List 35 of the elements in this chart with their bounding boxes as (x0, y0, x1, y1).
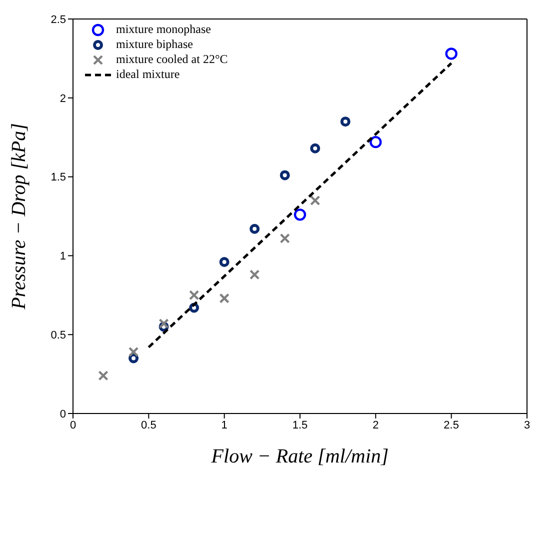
x-tick-label: 1 (221, 419, 228, 432)
point (219, 257, 230, 268)
point (98, 370, 108, 381)
y-tick-label: 2.5 (50, 14, 66, 26)
legend-label: ideal mixture (116, 67, 180, 82)
point (294, 208, 306, 221)
legend-label: mixture monophase (116, 22, 211, 37)
x-tick-label: 0 (70, 419, 76, 432)
point (445, 48, 458, 60)
point (250, 224, 260, 234)
y-tick-label: 1.5 (50, 172, 66, 184)
x-tick-label: 1.5 (292, 419, 308, 432)
legend-label: mixture biphase (116, 37, 193, 52)
point (128, 346, 139, 358)
point (280, 233, 290, 244)
y-tick-label: 0 (60, 408, 66, 420)
y-axis-title: Pressure − Drop [kPa] (8, 123, 30, 310)
point (219, 293, 230, 304)
point (250, 270, 260, 280)
point (188, 290, 200, 300)
x-tick-label: 0.5 (141, 419, 156, 432)
point (310, 143, 320, 154)
y-tick-label: 1 (60, 250, 66, 263)
y-tick-label: 0.5 (50, 330, 66, 342)
x-axis-title: Flow − Rate [ml/min] (210, 446, 389, 468)
legend-label: mixture cooled at 22°C (116, 52, 228, 67)
point (280, 170, 290, 180)
point (370, 136, 382, 148)
point (340, 116, 350, 127)
x-tick-label: 2.5 (444, 419, 459, 432)
x-tick-label: 2 (372, 419, 379, 432)
point (158, 318, 169, 329)
x-tick-label: 3 (524, 419, 530, 432)
point (310, 195, 320, 206)
y-tick-label: 2 (60, 92, 66, 105)
